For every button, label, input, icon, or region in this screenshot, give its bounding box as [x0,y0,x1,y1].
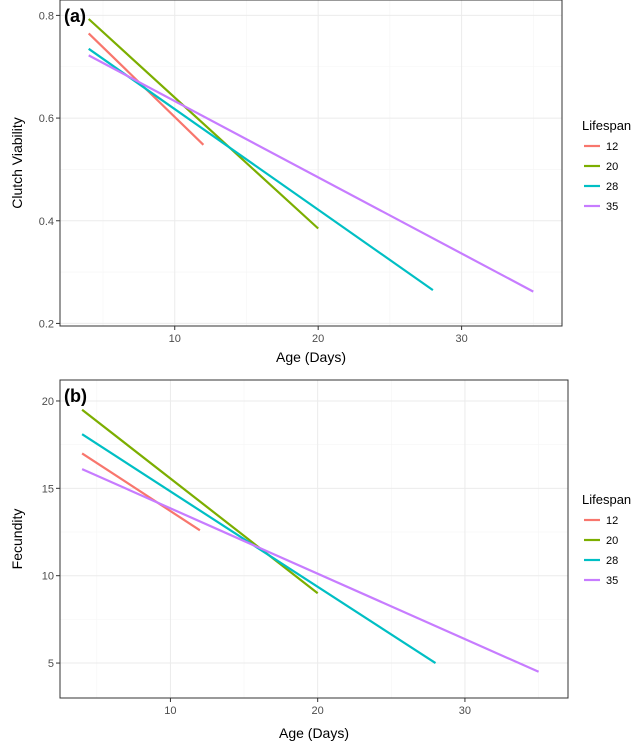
y-tick-label: 20 [42,396,54,408]
series-line-35 [81,468,540,673]
legend-label-20: 20 [606,161,618,173]
x-axis-title: Age (Days) [276,349,346,365]
x-tick-label: 30 [455,333,467,345]
panel-border [59,379,569,699]
x-tick-label: 20 [312,705,324,717]
legend-label-28: 28 [606,181,618,193]
x-tick-label: 10 [164,705,176,717]
x-tick-label: 20 [312,333,324,345]
panel-label: (b) [64,386,87,406]
y-axis-title: Clutch Viability [9,117,25,209]
chart-panel-1: 10 20 30 5 10 15 20 Age (Days) Fecundity (b) Lifes… [9,379,631,741]
chart-panel-0: 10 20 30 0.2 0.4 0.6 0.8 Age (Days) Clutch Viabi… [9,0,631,365]
y-axis-title: Fecundity [9,509,25,570]
y-tick-label: 10 [42,571,54,583]
y-tick-label: 0.6 [39,113,54,125]
x-tick-label: 10 [169,333,181,345]
y-tick-label: 0.4 [39,216,54,228]
panel-background [60,0,562,326]
x-axis-title: Age (Days) [279,725,349,741]
panel-border [59,0,563,327]
legend: Lifespan 12 20 28 35 [582,492,631,587]
series-line-35 [88,54,534,293]
y-tick-label: 0.8 [39,10,54,22]
legend: Lifespan 12 20 28 35 [582,118,631,213]
legend-label-28: 28 [606,555,618,567]
legend-label-35: 35 [606,201,618,213]
legend-title: Lifespan [582,118,631,133]
y-tick-label: 5 [48,658,54,670]
y-tick-label: 0.2 [39,318,54,330]
legend-label-12: 12 [606,141,618,153]
series-line-28 [88,47,434,292]
legend-label-12: 12 [606,515,618,527]
legend-label-35: 35 [606,575,618,587]
series-line-20 [87,18,319,230]
x-tick-label: 30 [459,705,471,717]
panel-label: (a) [64,6,86,26]
panel-background [60,380,568,698]
legend-title: Lifespan [582,492,631,507]
series-line-12 [81,452,201,532]
legend-label-20: 20 [606,535,618,547]
y-tick-label: 15 [42,483,54,495]
